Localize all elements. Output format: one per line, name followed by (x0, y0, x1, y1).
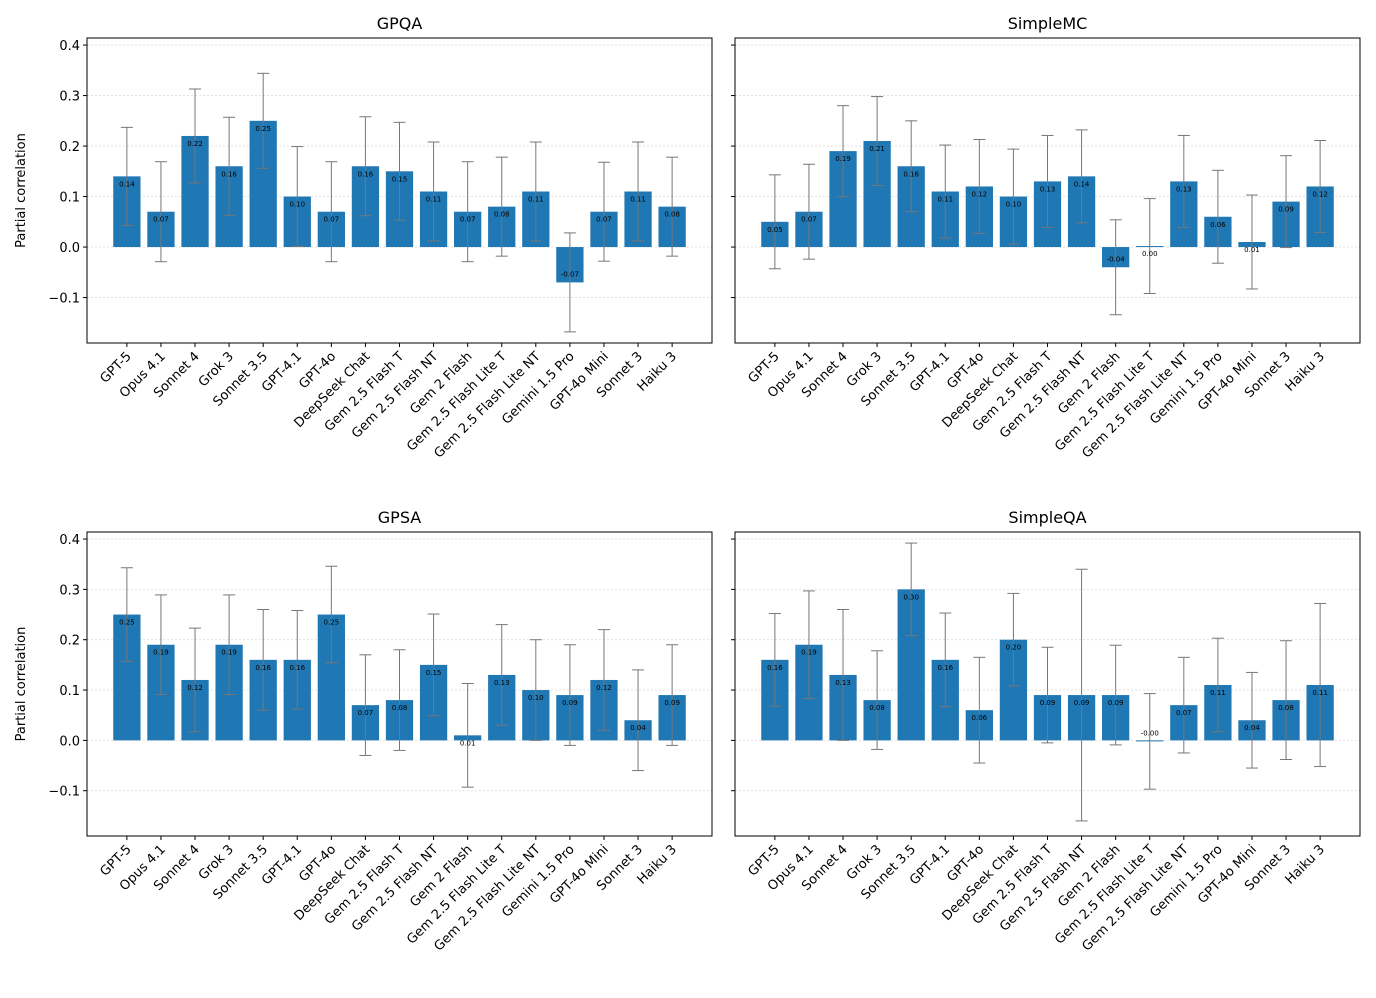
value-label: 0.11 (937, 196, 953, 204)
value-label: -0.00 (1141, 729, 1159, 737)
value-label: 0.06 (1210, 221, 1226, 229)
value-label: 0.07 (596, 216, 612, 224)
value-label: 0.14 (1074, 180, 1090, 188)
y-tick-label: 0.4 (59, 533, 80, 548)
value-label: 0.09 (562, 699, 578, 707)
value-label: 0.16 (221, 170, 237, 178)
plot-frame (86, 37, 713, 344)
value-label: 0.16 (767, 664, 783, 672)
value-label: 0.16 (903, 170, 919, 178)
value-label: 0.11 (630, 196, 646, 204)
value-label: -0.07 (561, 270, 579, 278)
panel-title: GPQA (377, 14, 423, 33)
panel-title: SimpleMC (1008, 14, 1088, 33)
value-label: 0.30 (903, 593, 919, 601)
value-label: 0.10 (289, 201, 305, 209)
panel-title: SimpleQA (1008, 508, 1086, 527)
value-label: 0.13 (835, 679, 851, 687)
value-label: 0.04 (630, 724, 646, 732)
value-label: 0.16 (255, 664, 271, 672)
value-label: 0.09 (1108, 699, 1124, 707)
y-tick-label: 0.3 (59, 90, 80, 105)
value-label: 0.01 (1244, 246, 1260, 254)
plot-frame (734, 531, 1361, 837)
value-label: 0.19 (153, 649, 169, 657)
y-tick-label: 0.4 (59, 39, 80, 54)
value-label: 0.00 (1142, 250, 1158, 258)
value-label: 0.05 (767, 226, 783, 234)
value-label: 0.25 (255, 125, 271, 133)
plot-frame (86, 531, 713, 837)
value-label: 0.19 (801, 649, 817, 657)
value-label: 0.16 (289, 664, 305, 672)
panel-title: GPSA (378, 508, 422, 527)
value-label: 0.12 (972, 190, 988, 198)
value-label: 0.07 (801, 216, 817, 224)
value-label: 0.11 (528, 196, 544, 204)
value-label: 0.10 (1006, 201, 1022, 209)
value-label: 0.07 (153, 216, 169, 224)
y-axis-label: Partial correlation (14, 627, 29, 742)
value-label: 0.14 (119, 180, 135, 188)
value-label: 0.09 (1278, 206, 1294, 214)
y-tick-label: 0.0 (59, 241, 80, 256)
value-label: 0.08 (1278, 704, 1294, 712)
y-tick-label: 0.2 (59, 634, 80, 649)
value-label: 0.11 (426, 196, 442, 204)
y-tick-label: 0.1 (59, 684, 80, 699)
value-label: 0.13 (1040, 185, 1056, 193)
value-label: 0.22 (187, 140, 203, 148)
value-label: 0.13 (494, 679, 510, 687)
plot-frame (734, 37, 1361, 344)
value-label: 0.09 (1074, 699, 1090, 707)
value-label: 0.09 (1040, 699, 1056, 707)
value-label: 0.08 (392, 704, 408, 712)
value-label: 0.13 (1176, 185, 1192, 193)
value-label: 0.21 (869, 145, 885, 153)
value-label: 0.25 (119, 619, 135, 627)
value-label: 0.07 (460, 216, 476, 224)
y-tick-label: −0.1 (48, 785, 80, 800)
value-label: 0.15 (392, 175, 408, 183)
value-label: 0.01 (460, 739, 476, 747)
value-label: 0.09 (664, 699, 680, 707)
value-label: 0.04 (1244, 724, 1260, 732)
value-label: 0.19 (221, 649, 237, 657)
value-label: 0.16 (358, 170, 374, 178)
value-label: 0.16 (937, 664, 953, 672)
value-label: 0.07 (1176, 709, 1192, 717)
value-label: -0.04 (1107, 255, 1126, 263)
y-tick-label: 0.3 (59, 583, 80, 598)
value-label: 0.12 (187, 684, 203, 692)
value-label: 0.25 (324, 619, 340, 627)
value-label: 0.19 (835, 155, 851, 163)
value-label: 0.10 (528, 694, 544, 702)
value-label: 0.06 (972, 714, 988, 722)
value-label: 0.07 (358, 709, 374, 717)
y-tick-label: 0.2 (59, 140, 80, 155)
value-label: 0.11 (1312, 689, 1328, 697)
value-label: 0.12 (1312, 190, 1328, 198)
value-label: 0.07 (324, 216, 340, 224)
value-label: 0.12 (596, 684, 612, 692)
value-label: 0.11 (1210, 689, 1226, 697)
value-label: 0.15 (426, 669, 442, 677)
value-label: 0.08 (494, 211, 510, 219)
y-tick-label: 0.0 (59, 734, 80, 749)
y-tick-label: −0.1 (48, 292, 80, 307)
y-tick-label: 0.1 (59, 191, 80, 206)
value-label: 0.08 (869, 704, 885, 712)
y-axis-label: Partial correlation (14, 133, 29, 248)
value-label: 0.08 (664, 211, 680, 219)
value-label: 0.20 (1006, 644, 1022, 652)
